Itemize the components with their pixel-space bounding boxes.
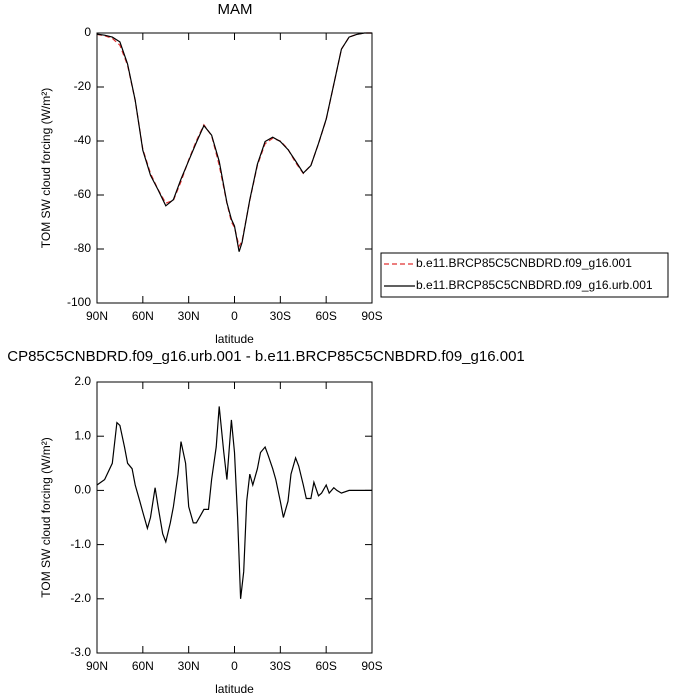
y-tick-label: -2.0 <box>70 591 91 605</box>
x-tick-label: 0 <box>231 309 238 323</box>
y-tick-label: -20 <box>74 79 92 93</box>
x-tick-label: 90S <box>361 659 382 673</box>
plot-frame <box>96 381 373 654</box>
data-line <box>96 32 372 248</box>
plot-frame <box>96 32 373 304</box>
data-line <box>96 406 372 599</box>
x-tick-label: 60S <box>315 309 336 323</box>
x-tick-label: 30S <box>270 309 291 323</box>
y-axis-label: TOM SW cloud forcing (W/m²) <box>39 437 53 597</box>
y-tick-label: 0 <box>84 25 91 39</box>
y-axis-label: TOM SW cloud forcing (W/m²) <box>39 88 53 248</box>
chart-title: MAM <box>218 1 253 18</box>
y-tick-label: -80 <box>74 241 92 255</box>
x-tick-label: 90S <box>361 309 382 323</box>
y-tick-label: 1.0 <box>74 428 91 442</box>
x-tick-label: 60N <box>132 659 154 673</box>
x-tick-label: 90N <box>86 659 108 673</box>
x-tick-label: 60N <box>132 309 154 323</box>
y-tick-label: 2.0 <box>74 374 91 388</box>
data-line <box>96 32 372 252</box>
x-tick-label: 30N <box>178 659 200 673</box>
y-tick-label: -3.0 <box>70 645 91 659</box>
x-tick-label: 30S <box>270 659 291 673</box>
legend-label: b.e11.BRCP85C5CNBDRD.f09_g16.urb.001 <box>416 278 653 292</box>
x-tick-label: 30N <box>178 309 200 323</box>
x-tick-label: 60S <box>315 659 336 673</box>
legend-label: b.e11.BRCP85C5CNBDRD.f09_g16.001 <box>416 256 632 270</box>
x-axis-label: latitude <box>215 682 254 696</box>
x-tick-label: 90N <box>86 309 108 323</box>
y-tick-label: -1.0 <box>70 537 91 551</box>
y-tick-label: -40 <box>74 133 92 147</box>
y-tick-label: -100 <box>67 295 91 309</box>
legend-box <box>380 252 669 298</box>
y-tick-label: 0.0 <box>74 483 91 497</box>
y-tick-label: -60 <box>74 187 92 201</box>
x-tick-label: 0 <box>231 659 238 673</box>
x-axis-label: latitude <box>215 332 254 346</box>
chart-title: CP85C5CNBDRD.f09_g16.urb.001 - b.e11.BRC… <box>7 348 525 365</box>
